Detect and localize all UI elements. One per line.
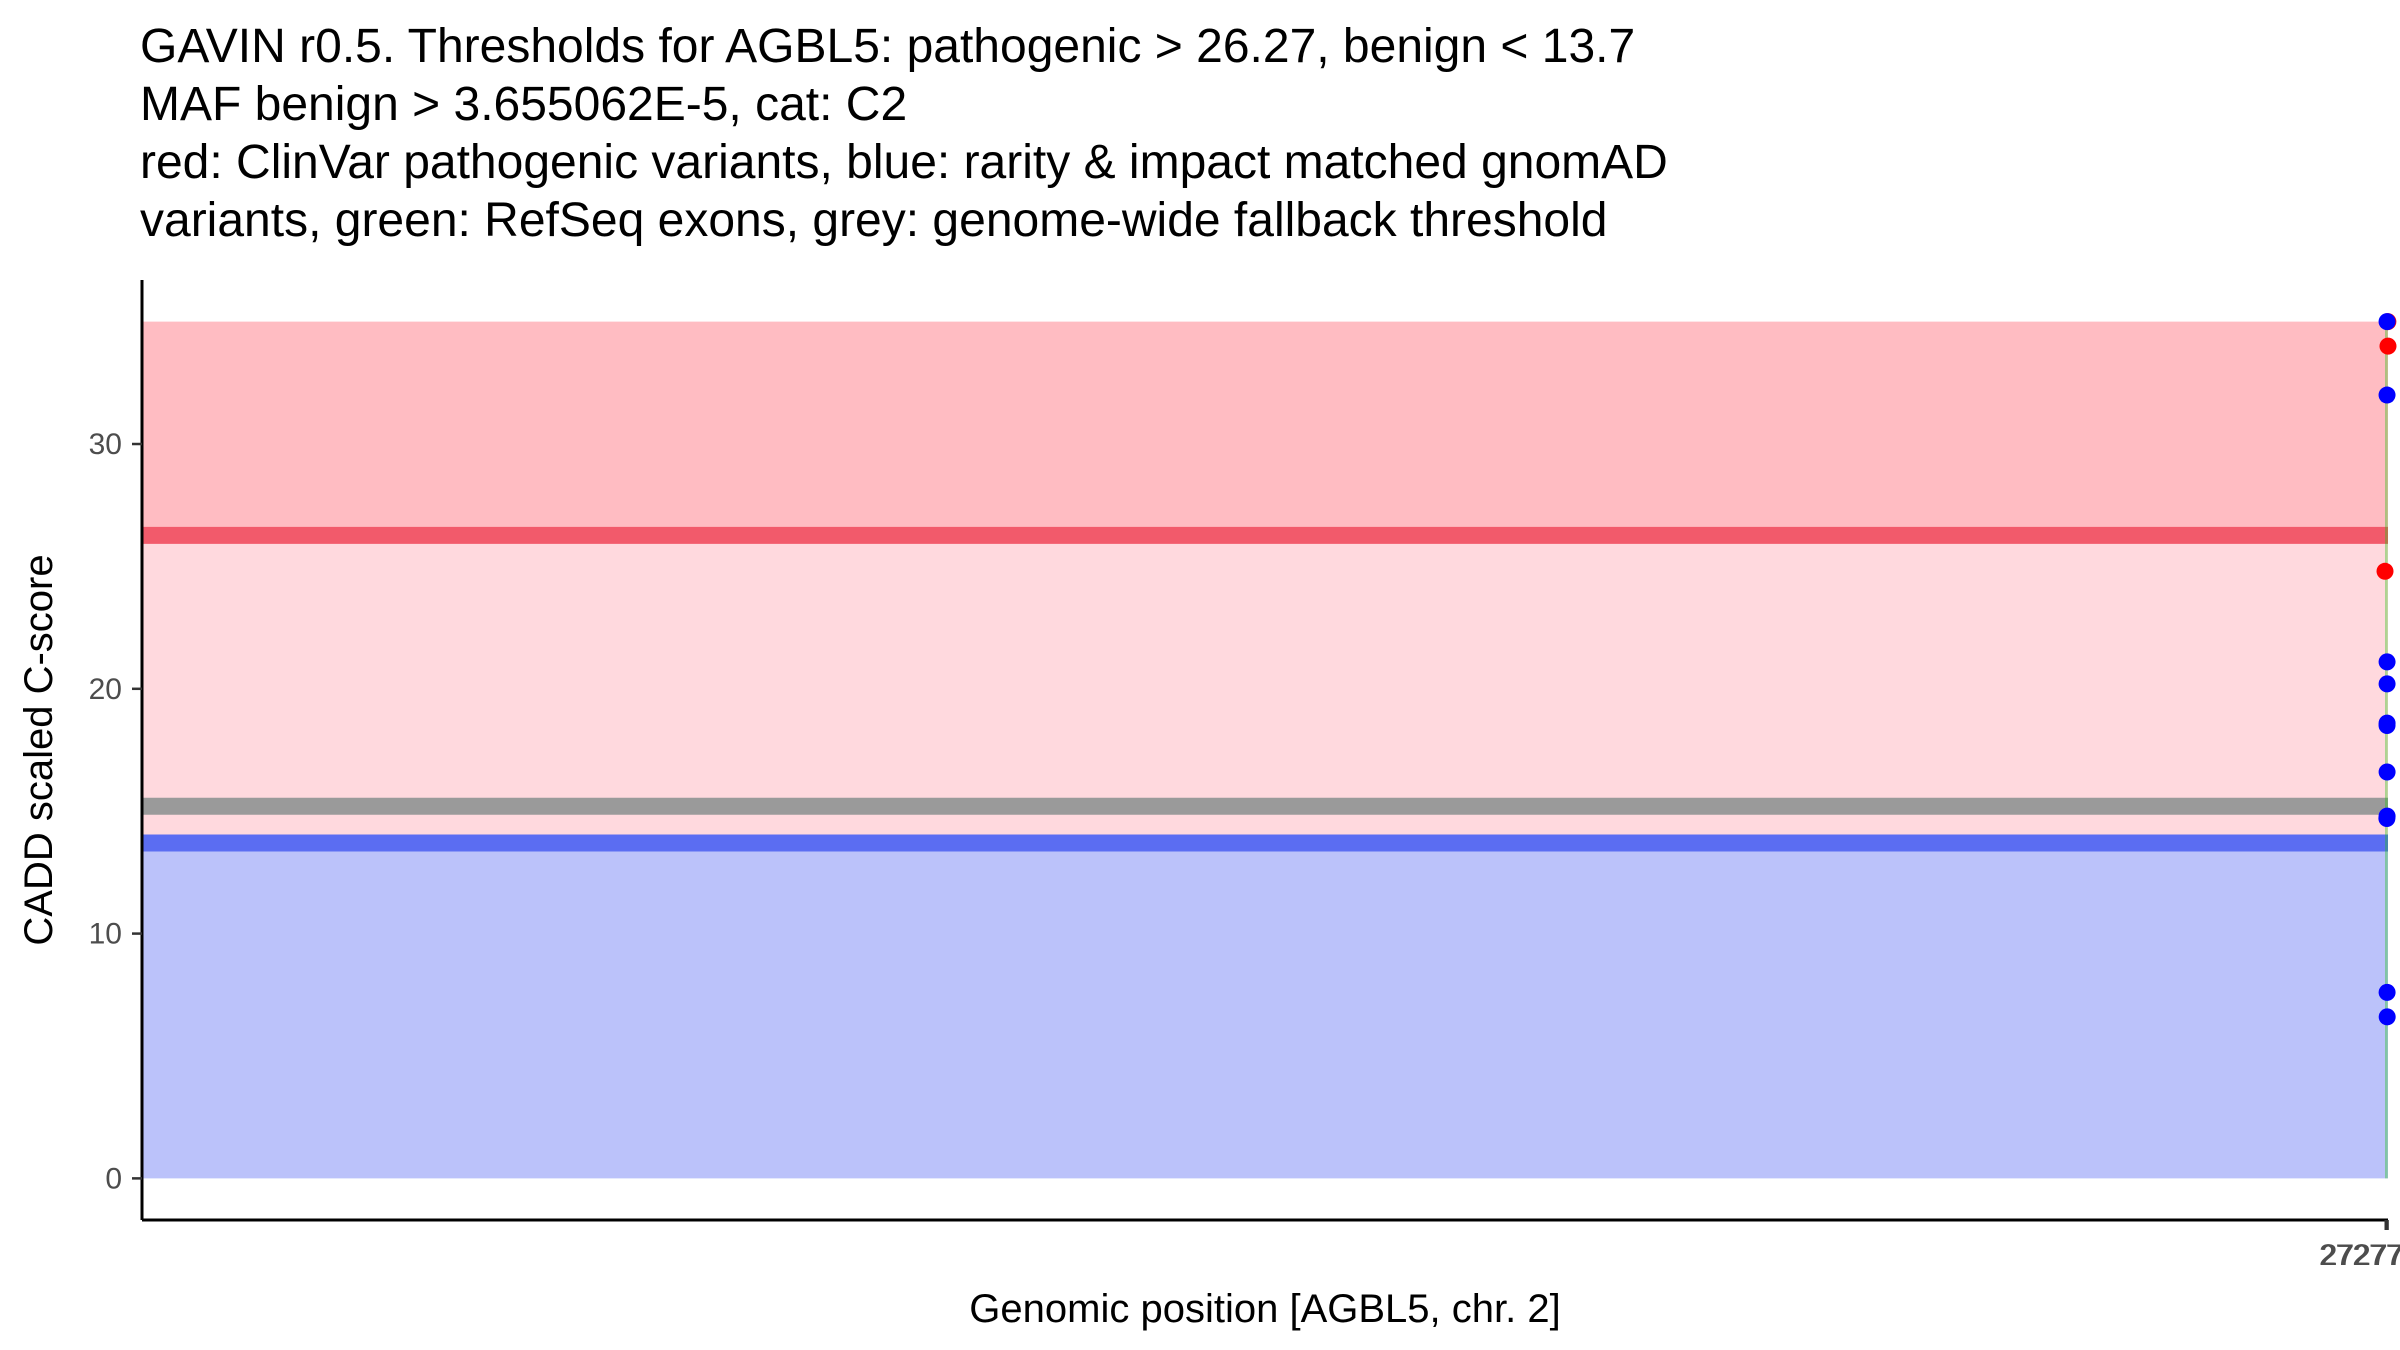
gnomad-variant-point-7	[2378, 714, 2396, 732]
x-tick-label-1: 27277000	[2319, 1239, 2400, 1272]
gnomad-variant-point-11	[2378, 1008, 2396, 1026]
exon-bar-2	[2386, 321, 2388, 1179]
gnomad-variant-point-9	[2378, 763, 2396, 781]
threshold-lines	[142, 526, 2388, 852]
pathogenic-zone	[142, 321, 2388, 536]
clinvar-pathogenic-point-3	[2379, 337, 2397, 355]
title-line-1: GAVIN r0.5. Thresholds for AGBL5: pathog…	[140, 20, 1636, 73]
threshold-zones	[142, 321, 2388, 1179]
y-tick-label-4: 30	[89, 428, 122, 461]
variant-points	[2376, 313, 2397, 1026]
gnomad-variant-point-8	[2378, 807, 2396, 825]
y-tick-label-1: 0	[105, 1162, 122, 1195]
x-tick-label-3: 27277800	[2321, 1239, 2400, 1272]
uncertain-zone	[142, 535, 2388, 844]
gnomad-variant-point-5	[2378, 653, 2396, 671]
gnomad-variant-point-10	[2378, 983, 2396, 1001]
gnomad-variant-point-4	[2378, 313, 2396, 331]
gnomad-variant-point-3	[2378, 386, 2396, 404]
x-tick-label-2: 27277400	[2320, 1239, 2400, 1272]
axis-ticks: 272770002727740027277800 0 10 20 30	[89, 428, 2400, 1272]
title-line-2: MAF benign > 3.655062E-5, cat: C2	[140, 78, 908, 131]
y-axis-title: CADD scaled C-score	[17, 554, 61, 945]
x-axis-title: Genomic position [AGBL5, chr. 2]	[969, 1287, 1560, 1331]
title-line-3: red: ClinVar pathogenic variants, blue: …	[140, 136, 1668, 189]
y-tick-label-2: 10	[89, 918, 122, 951]
title-line-4: variants, green: RefSeq exons, grey: gen…	[140, 194, 1608, 247]
chart-title: GAVIN r0.5. Thresholds for AGBL5: pathog…	[140, 18, 2380, 250]
gnomad-variant-point-6	[2378, 675, 2396, 693]
benign-zone	[142, 843, 2388, 1179]
y-tick-label-3: 20	[89, 673, 122, 706]
exon-regions	[2385, 321, 2388, 1179]
clinvar-pathogenic-point-1	[2376, 562, 2394, 580]
axes	[140, 280, 2388, 1222]
